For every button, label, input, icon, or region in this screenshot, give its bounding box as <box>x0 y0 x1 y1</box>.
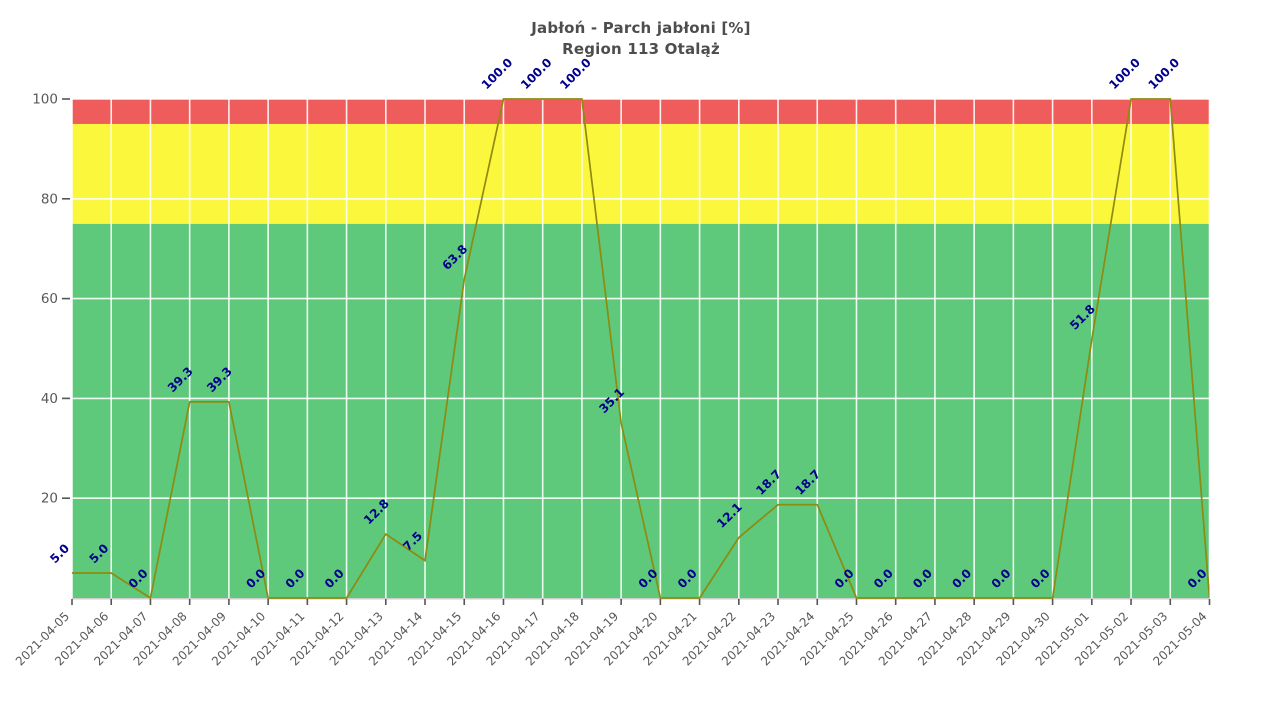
point-label: 100.0 <box>518 55 555 92</box>
y-tick-label: 40 <box>41 391 58 407</box>
y-tick-label: 80 <box>41 191 58 207</box>
series-line <box>72 98 1210 599</box>
point-label: 5.0 <box>47 541 72 566</box>
zone-band-high <box>72 99 1210 124</box>
y-tick-label: 100 <box>32 92 58 108</box>
point-label: 100.0 <box>1106 55 1143 92</box>
y-tick-label: 60 <box>41 291 58 307</box>
point-label: 100.0 <box>479 55 516 92</box>
zone-band-low <box>72 223 1210 598</box>
point-label: 100.0 <box>557 55 594 92</box>
point-label: 100.0 <box>1145 55 1182 92</box>
y-tick-label: 20 <box>41 491 58 507</box>
zone-band-medium <box>72 123 1210 224</box>
